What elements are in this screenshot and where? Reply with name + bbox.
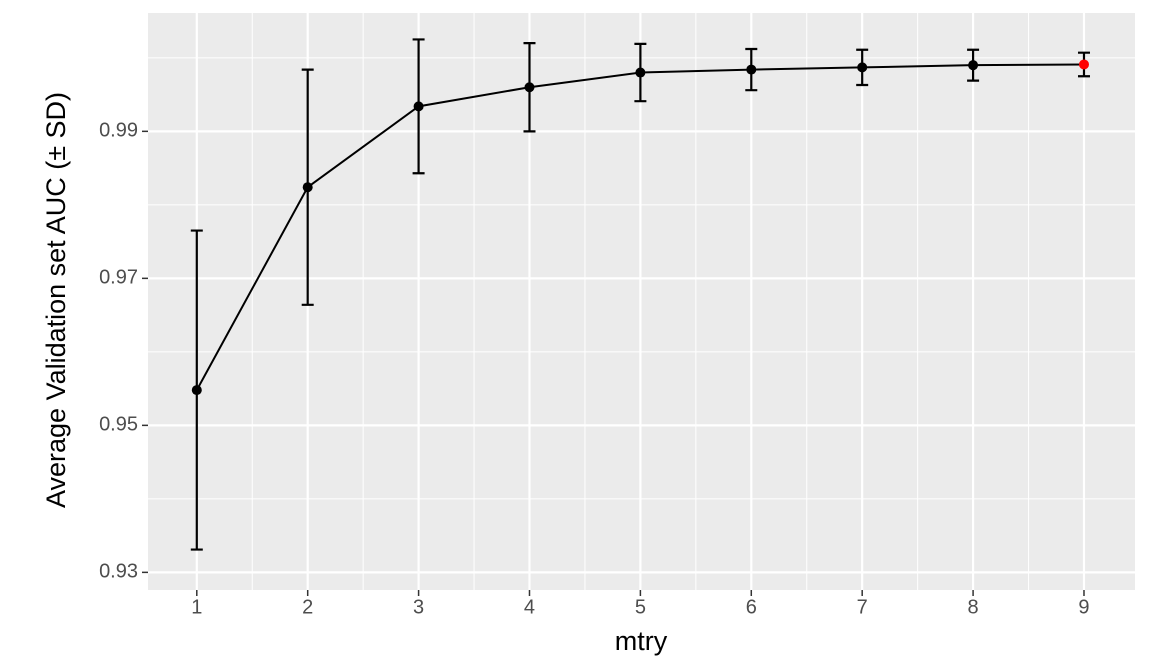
point [191,385,202,396]
panel [148,13,1135,590]
y-tick-label: 0.99 [99,120,138,142]
x-tick-label: 9 [1078,596,1089,618]
x-tick-label: 6 [746,596,757,618]
y-tick-label: 0.93 [99,561,138,583]
x-tick-label: 7 [857,596,868,618]
x-tick-label: 3 [413,596,424,618]
x-tick-label: 5 [635,596,646,618]
x-tick-label: 2 [302,596,313,618]
x-axis-title: mtry [615,626,668,656]
y-tick-label: 0.95 [99,414,138,436]
point [413,101,424,112]
point [857,62,868,73]
x-tick-label: 8 [968,596,979,618]
y-axis-title: Average Validation set AUC (± SD) [41,92,71,508]
x-tick-label: 1 [191,596,202,618]
y-tick-label: 0.97 [99,267,138,289]
point [1078,59,1089,70]
point [635,67,646,78]
x-tick-label: 4 [524,596,535,618]
point [302,182,313,193]
point [746,64,757,75]
point [524,82,535,93]
point [968,60,979,71]
